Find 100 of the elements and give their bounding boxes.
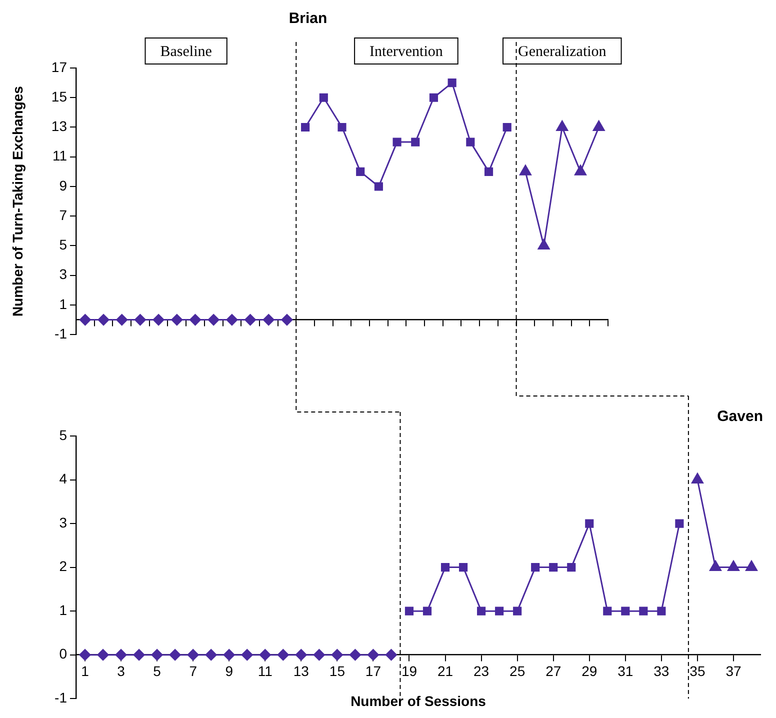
x-axis-title: Number of Sessions xyxy=(350,692,486,709)
y-tick-label: 0 xyxy=(59,646,68,662)
y-tick-label: -1 xyxy=(54,689,68,706)
point xyxy=(79,314,91,326)
point xyxy=(429,93,438,102)
point xyxy=(692,473,704,484)
y-tick-label: 3 xyxy=(59,514,68,530)
point xyxy=(367,649,379,661)
point xyxy=(657,606,666,616)
point xyxy=(133,649,145,661)
point xyxy=(411,138,420,146)
x-tick-label: 1 xyxy=(81,663,90,680)
point xyxy=(338,122,346,132)
point xyxy=(585,519,594,528)
point xyxy=(97,649,109,661)
x-tick-label: 7 xyxy=(189,663,198,680)
point xyxy=(459,563,468,572)
point xyxy=(301,122,310,132)
text: Baseline xyxy=(160,44,212,60)
point xyxy=(746,560,758,572)
y-tick-label: 17 xyxy=(51,58,68,75)
point xyxy=(531,563,540,572)
x-tick-label: 29 xyxy=(582,663,598,680)
point xyxy=(484,167,494,176)
point xyxy=(241,649,253,661)
text: Intervention xyxy=(370,44,444,60)
point xyxy=(116,314,128,326)
x-tick-label: 31 xyxy=(618,663,634,680)
y-tick-label: 13 xyxy=(51,118,68,134)
y-tick-label: 3 xyxy=(59,266,68,282)
point xyxy=(295,649,307,661)
point xyxy=(281,314,293,326)
point xyxy=(152,314,164,326)
point xyxy=(98,314,110,326)
y-tick-label: 5 xyxy=(59,426,68,443)
y-tick-label: 2 xyxy=(59,558,68,574)
point xyxy=(639,606,648,616)
x-tick-label: 27 xyxy=(546,663,562,680)
x-tick-label: 37 xyxy=(726,663,742,680)
point xyxy=(189,314,201,326)
point xyxy=(134,314,146,326)
x-tick-label: 35 xyxy=(690,663,706,680)
point xyxy=(226,314,238,326)
point xyxy=(495,606,504,616)
point xyxy=(466,138,475,146)
point xyxy=(404,606,414,616)
x-tick-label: 11 xyxy=(258,663,273,680)
point xyxy=(422,606,432,616)
chart-title: Brian xyxy=(288,10,328,28)
point xyxy=(374,182,383,191)
x-tick-label: 13 xyxy=(293,663,310,680)
y-tick-label: -1 xyxy=(54,325,68,342)
point xyxy=(244,314,256,326)
point xyxy=(356,167,365,176)
point xyxy=(262,314,274,326)
y-tick-label: 5 xyxy=(59,236,68,253)
point xyxy=(151,649,163,661)
y-tick-label: 15 xyxy=(51,88,68,104)
point xyxy=(448,78,456,88)
y-tick-label: 1 xyxy=(59,602,68,618)
point xyxy=(603,606,612,616)
point xyxy=(440,563,450,572)
x-tick-label: 17 xyxy=(365,663,382,680)
point xyxy=(331,649,343,661)
chart-title: Gaven xyxy=(717,408,763,426)
point xyxy=(171,314,183,326)
x-tick-label: 15 xyxy=(329,663,346,680)
point xyxy=(313,649,325,661)
x-tick-label: 21 xyxy=(437,663,454,680)
point xyxy=(187,649,199,661)
point xyxy=(319,93,328,102)
y-tick-label: 9 xyxy=(59,177,68,194)
text: Generalization xyxy=(518,44,607,60)
point xyxy=(115,649,127,661)
point xyxy=(169,649,181,661)
point xyxy=(392,138,402,146)
x-tick-label: 23 xyxy=(474,663,490,680)
point xyxy=(208,314,220,326)
point xyxy=(385,649,397,661)
point xyxy=(277,649,289,661)
point xyxy=(223,649,235,661)
point xyxy=(79,649,91,661)
point xyxy=(710,560,722,572)
point xyxy=(502,122,512,132)
y-tick-label: 1 xyxy=(59,296,68,312)
point xyxy=(549,563,558,572)
point xyxy=(567,563,576,572)
y-axis-title: Number of Turn-Taking Exchanges xyxy=(9,86,26,317)
x-tick-label: 25 xyxy=(510,663,526,680)
point xyxy=(259,649,271,661)
point xyxy=(477,606,486,616)
point xyxy=(728,560,740,572)
x-tick-label: 9 xyxy=(225,663,234,680)
x-tick-label: 3 xyxy=(117,663,126,680)
x-tick-label: 19 xyxy=(401,663,418,680)
point xyxy=(513,606,522,616)
y-tick-label: 7 xyxy=(59,206,68,223)
y-tick-label: 11 xyxy=(52,148,68,164)
point xyxy=(621,606,630,616)
x-tick-label: 5 xyxy=(153,663,162,680)
